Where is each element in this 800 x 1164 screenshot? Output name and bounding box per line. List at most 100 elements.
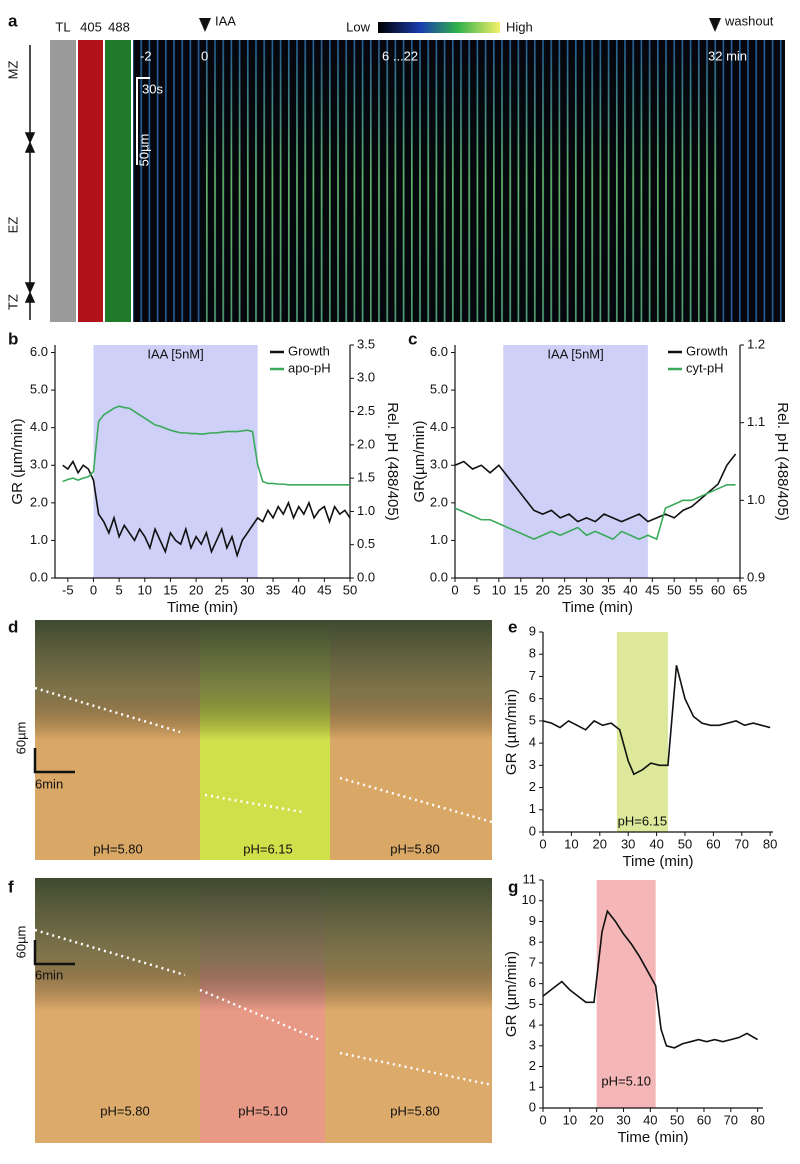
y-tick-label: 4 (529, 735, 536, 750)
y-tick-label: 3 (529, 1037, 536, 1052)
colorbar-label: High (506, 19, 533, 34)
y2-tick-label: 1.5 (357, 470, 375, 485)
x-tick-label: 40 (649, 836, 663, 851)
marker (709, 18, 721, 32)
y-tick-label: 2 (529, 1058, 536, 1073)
y-tick-label: 8 (529, 934, 536, 949)
x-tick-label: 5 (116, 582, 123, 597)
y-tick-label: 2.0 (430, 494, 448, 509)
x-tick-label: 50 (667, 582, 681, 597)
scale-label: 60µm (13, 926, 28, 959)
series-line (62, 405, 350, 486)
y-tick-label: 3.0 (30, 457, 48, 472)
series-line (454, 484, 736, 541)
y2-tick-label: 1.0 (747, 492, 765, 507)
axis (54, 345, 351, 579)
x-tick-label: 25 (557, 582, 571, 597)
time-label: -2 (140, 48, 152, 63)
x-tick-label: 30 (621, 836, 635, 851)
scale-label: 30s (142, 81, 163, 96)
panel-d: 60µm 6min pH=5.80 pH=6.15 pH=5.80 (13, 620, 493, 860)
x-tick-label: 60 (711, 582, 725, 597)
y-tick-label: 6.0 (30, 344, 48, 359)
y-tick-label: 6 (529, 690, 536, 705)
y-tick-label: 0 (529, 823, 536, 838)
y-tick-label: 1.0 (430, 532, 448, 547)
segment-label: pH=5.80 (93, 841, 143, 856)
y2-tick-label: 3.0 (357, 370, 375, 385)
y-tick-label: 5.0 (430, 382, 448, 397)
series-line (542, 909, 759, 1049)
shade-label: IAA [5nM] (547, 346, 603, 361)
x-axis-label: Time (min) (617, 1129, 688, 1146)
panel-label: g (508, 877, 518, 896)
panel-label: e (508, 617, 517, 636)
x-axis-label: Time (min) (562, 599, 633, 616)
x-tick-label: 65 (733, 582, 747, 597)
x-tick-label: 0 (539, 836, 546, 851)
y-tick-label: 0.0 (30, 569, 48, 584)
green-strip (105, 40, 131, 322)
legend-label: Growth (288, 343, 330, 358)
x-tick-label: 50 (670, 1112, 684, 1127)
x-tick-label: 10 (563, 1112, 577, 1127)
y-tick-label: 2 (529, 779, 536, 794)
y-tick-label: 3 (529, 757, 536, 772)
legend-label: cyt-pH (686, 360, 724, 375)
series-line (454, 453, 737, 523)
y2-tick-label: 2.5 (357, 403, 375, 418)
x-axis-label: Time (min) (167, 599, 238, 616)
x-tick-label: 70 (724, 1112, 738, 1127)
x-tick-label: 0 (539, 1112, 546, 1127)
panel-label: b (8, 329, 18, 348)
y2-tick-label: 0.0 (357, 569, 375, 584)
time-label: 6 ...22 (382, 48, 418, 63)
axis (454, 345, 741, 579)
x-tick-label: 10 (492, 582, 506, 597)
scale-label: 60µm (13, 722, 28, 755)
x-tick-label: 80 (763, 836, 777, 851)
red-strip (78, 40, 103, 322)
x-tick-label: 60 (697, 1112, 711, 1127)
segment-label: pH=5.80 (100, 1103, 150, 1118)
y-tick-label: 1 (529, 1079, 536, 1094)
y-tick-label: 5 (529, 996, 536, 1011)
y-tick-label: 3.0 (430, 457, 448, 472)
y-tick-label: 4 (529, 1017, 536, 1032)
y-tick-label: 0.0 (430, 569, 448, 584)
shade-label: pH=5.10 (601, 1073, 651, 1088)
y-tick-label: 9 (529, 623, 536, 638)
segment-label: pH=6.15 (243, 841, 293, 856)
x-tick-label: 15 (163, 582, 177, 597)
y-tick-label: 7 (529, 954, 536, 969)
y-tick-label: 4.0 (430, 419, 448, 434)
x-tick-label: 45 (317, 582, 331, 597)
y-tick-label: 6.0 (430, 344, 448, 359)
series-line (542, 665, 771, 776)
legend-label: apo-pH (288, 360, 331, 375)
tip-line (204, 793, 303, 814)
y2-tick-label: 1.1 (747, 414, 765, 429)
y-axis-label: GR (µm/min) (503, 951, 520, 1037)
y-tick-label: 1 (529, 801, 536, 816)
scale-label: 6min (35, 967, 63, 982)
x-tick-label: 20 (535, 582, 549, 597)
x-tick-label: 40 (291, 582, 305, 597)
x-tick-label: 60 (706, 836, 720, 851)
y-tick-label: 10 (522, 892, 536, 907)
panel-label: a (8, 11, 18, 30)
shade-label: pH=6.15 (618, 813, 668, 828)
x-tick-label: 0 (90, 582, 97, 597)
shade-label: IAA [5nM] (147, 346, 203, 361)
tip-line (199, 988, 321, 1042)
x-tick-label: 20 (189, 582, 203, 597)
x-tick-label: 10 (564, 836, 578, 851)
scale-bar (33, 748, 75, 774)
x-tick-label: 20 (593, 836, 607, 851)
y-axis-label: GR(µm/min) (411, 421, 428, 503)
segment-label: pH=5.80 (390, 841, 440, 856)
x-axis-label: Time (min) (622, 853, 693, 870)
marker-label: washout (724, 13, 774, 28)
roots (35, 620, 492, 860)
marker (199, 18, 211, 32)
